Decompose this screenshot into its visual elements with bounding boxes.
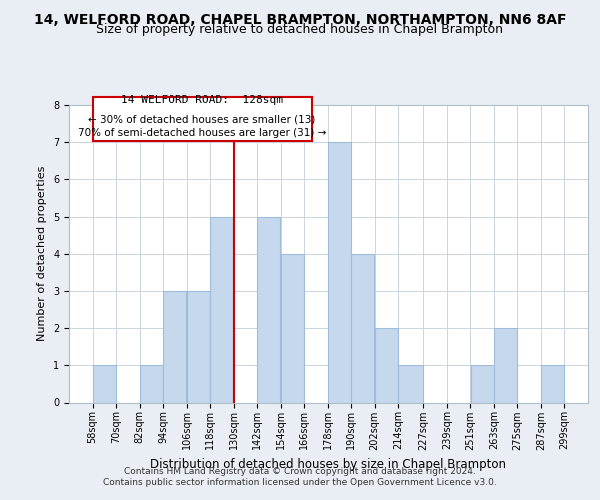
Text: Size of property relative to detached houses in Chapel Brampton: Size of property relative to detached ho… — [97, 24, 503, 36]
Bar — [257, 216, 280, 402]
Bar — [541, 366, 564, 403]
Bar — [398, 366, 423, 403]
Bar — [187, 291, 210, 403]
Text: 14 WELFORD ROAD:  128sqm: 14 WELFORD ROAD: 128sqm — [121, 95, 283, 105]
Text: ← 30% of detached houses are smaller (13): ← 30% of detached houses are smaller (13… — [88, 114, 316, 124]
Bar — [471, 366, 494, 403]
Bar — [494, 328, 517, 402]
Bar — [210, 216, 233, 402]
Bar — [140, 366, 163, 403]
Y-axis label: Number of detached properties: Number of detached properties — [37, 166, 47, 342]
FancyBboxPatch shape — [92, 97, 312, 142]
Bar — [93, 366, 116, 403]
Text: Contains HM Land Registry data © Crown copyright and database right 2024.: Contains HM Land Registry data © Crown c… — [124, 467, 476, 476]
Bar — [328, 142, 351, 403]
Bar — [163, 291, 186, 403]
Bar — [281, 254, 304, 402]
Bar — [351, 254, 374, 402]
Text: 14, WELFORD ROAD, CHAPEL BRAMPTON, NORTHAMPTON, NN6 8AF: 14, WELFORD ROAD, CHAPEL BRAMPTON, NORTH… — [34, 12, 566, 26]
Bar — [375, 328, 398, 402]
Text: Contains public sector information licensed under the Open Government Licence v3: Contains public sector information licen… — [103, 478, 497, 487]
X-axis label: Distribution of detached houses by size in Chapel Brampton: Distribution of detached houses by size … — [151, 458, 506, 471]
Text: 70% of semi-detached houses are larger (31) →: 70% of semi-detached houses are larger (… — [78, 128, 326, 138]
